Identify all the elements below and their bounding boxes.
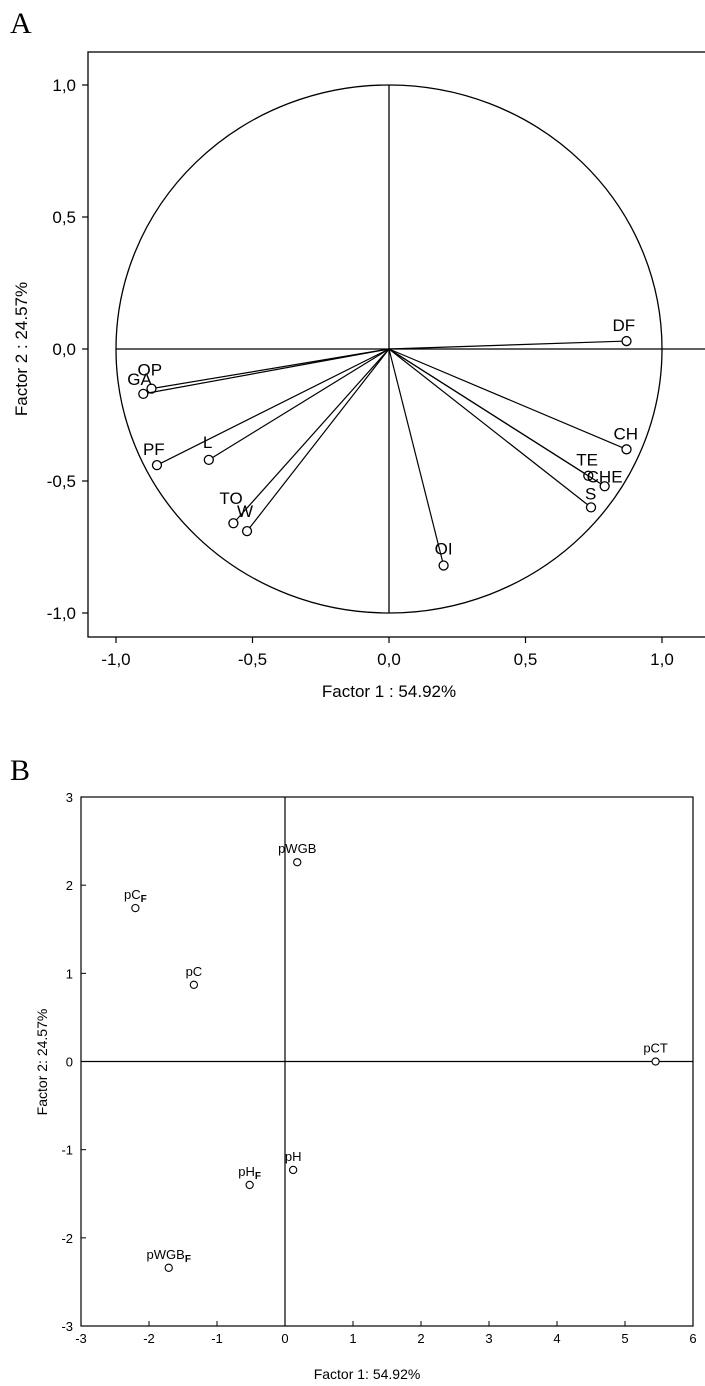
x-tick-label-b: 6 bbox=[689, 1331, 696, 1346]
scores-b: pWGB pCF pC pCT pH pHF pWGBF bbox=[124, 841, 668, 1272]
ticks-a: -1,0 -0,5 0,0 0,5 1,0 -1,0 -0,5 0,0 0,5 1,0 bbox=[47, 76, 674, 669]
y-tick-label-b: -2 bbox=[61, 1231, 73, 1246]
x-tick-label-b: 0 bbox=[281, 1331, 288, 1346]
score-label-ph-f: pHF bbox=[238, 1164, 261, 1182]
score-label-pwgb-f: pWGBF bbox=[147, 1247, 191, 1265]
loading-label-ch: CH bbox=[614, 424, 639, 443]
x-tick-label-b: 2 bbox=[417, 1331, 424, 1346]
loading-point-oi bbox=[438, 560, 449, 571]
loading-vector-to bbox=[232, 348, 390, 524]
loading-vector-s bbox=[388, 348, 592, 508]
loading-vector-pf bbox=[156, 348, 390, 466]
score-point-pc bbox=[189, 980, 199, 989]
x-tick-label-b: 5 bbox=[621, 1331, 628, 1346]
y-tick-label-b: -3 bbox=[61, 1319, 73, 1334]
chart-a: -1,0 -0,5 0,0 0,5 1,0 -1,0 -0,5 0,0 0,5 1,0 DF OPG… bbox=[12, 51, 705, 701]
plot-frame-a bbox=[87, 51, 705, 638]
loading-label-che: CHE bbox=[587, 467, 623, 486]
loading-point-to bbox=[228, 518, 239, 529]
x-tick-label-a: 0,5 bbox=[514, 650, 538, 669]
loading-label-op: OP bbox=[137, 361, 162, 380]
loading-point-l bbox=[203, 454, 214, 466]
loading-point-ch bbox=[621, 444, 632, 455]
score-point-ph bbox=[289, 1165, 298, 1175]
loading-label-s: S bbox=[585, 484, 596, 503]
y-tick-label-a: 0,5 bbox=[52, 208, 76, 227]
panel-letter-a: A bbox=[10, 7, 32, 40]
loading-label-te: TE bbox=[576, 451, 598, 470]
loading-point-w bbox=[241, 526, 253, 537]
y-tick-label-a: 0,0 bbox=[52, 340, 76, 359]
loading-label-to: TO bbox=[219, 489, 242, 508]
x-tick-label-b: 4 bbox=[553, 1331, 560, 1346]
y-tick-label-b: 2 bbox=[66, 878, 73, 893]
x-tick-label-a: 0,0 bbox=[377, 650, 401, 669]
score-label-pc: pC bbox=[186, 964, 203, 979]
x-tick-label-a: -0,5 bbox=[238, 650, 267, 669]
loading-label-l: L bbox=[203, 433, 212, 452]
loading-label-oi: OI bbox=[435, 539, 453, 558]
score-label-pwgb: pWGB bbox=[278, 841, 316, 856]
x-tick-label-b: 3 bbox=[485, 1331, 492, 1346]
y-tick-label-a: -0,5 bbox=[47, 472, 76, 491]
y-tick-label-a: 1,0 bbox=[52, 76, 76, 95]
loading-label-df: DF bbox=[613, 316, 636, 335]
loading-vector-ch bbox=[388, 348, 627, 450]
y-tick-label-a: -1,0 bbox=[47, 604, 76, 623]
panel-letter-b: B bbox=[10, 754, 30, 787]
y-tick-label-b: -1 bbox=[61, 1143, 73, 1158]
y-tick-label-b: 0 bbox=[66, 1055, 73, 1070]
loading-point-pf bbox=[151, 460, 163, 471]
loading-vector-che bbox=[388, 348, 605, 487]
y-axis-label-b: Factor 2: 24.57% bbox=[34, 1009, 50, 1116]
loading-label-ga: GA bbox=[127, 370, 152, 389]
loading-point-ga bbox=[138, 388, 149, 400]
loading-point-s bbox=[585, 502, 597, 513]
x-tick-label-b: -2 bbox=[143, 1331, 155, 1346]
score-point-pc-f bbox=[131, 903, 140, 913]
x-tick-label-b: 1 bbox=[349, 1331, 356, 1346]
score-point-ph-f bbox=[245, 1180, 254, 1190]
chart-b: -3 -2 -1 0 1 2 3 4 5 6 -3 -2 -1 0 1 2 3 pWGB pCF pC pCT pH pH… bbox=[34, 790, 697, 1382]
score-point-pct bbox=[651, 1057, 660, 1066]
score-label-ph: pH bbox=[285, 1149, 302, 1164]
x-tick-label-b: -3 bbox=[75, 1331, 87, 1346]
loading-vector-w bbox=[246, 348, 390, 532]
y-axis-label-a: Factor 2 : 24.57% bbox=[12, 282, 31, 416]
loading-vector-ga bbox=[143, 348, 390, 395]
loading-point-che bbox=[599, 481, 610, 492]
ticks-b: -3 -2 -1 0 1 2 3 4 5 6 -3 -2 -1 0 1 2 3 bbox=[61, 790, 696, 1346]
x-axis-label-b: Factor 1: 54.92% bbox=[314, 1366, 421, 1382]
loading-point-op bbox=[146, 383, 157, 394]
loading-label-w: W bbox=[237, 502, 253, 521]
score-point-pwgb-f bbox=[164, 1263, 173, 1272]
score-point-pwgb bbox=[293, 858, 302, 867]
loading-vector-l bbox=[208, 348, 390, 461]
x-tick-label-a: 1,0 bbox=[650, 650, 674, 669]
x-tick-label-a: -1,0 bbox=[101, 650, 130, 669]
score-label-pct: pCT bbox=[643, 1041, 668, 1056]
x-tick-label-b: -1 bbox=[211, 1331, 223, 1346]
loading-vector-df bbox=[388, 340, 627, 350]
loading-label-pf: PF bbox=[143, 440, 165, 459]
y-tick-label-b: 3 bbox=[66, 790, 73, 805]
loading-point-df bbox=[621, 335, 632, 347]
y-tick-label-b: 1 bbox=[66, 966, 73, 981]
loading-vector-op bbox=[151, 348, 390, 390]
x-axis-label-a: Factor 1 : 54.92% bbox=[322, 682, 456, 701]
score-label-pc-f: pCF bbox=[124, 887, 147, 905]
loading-vector-oi bbox=[388, 348, 445, 566]
